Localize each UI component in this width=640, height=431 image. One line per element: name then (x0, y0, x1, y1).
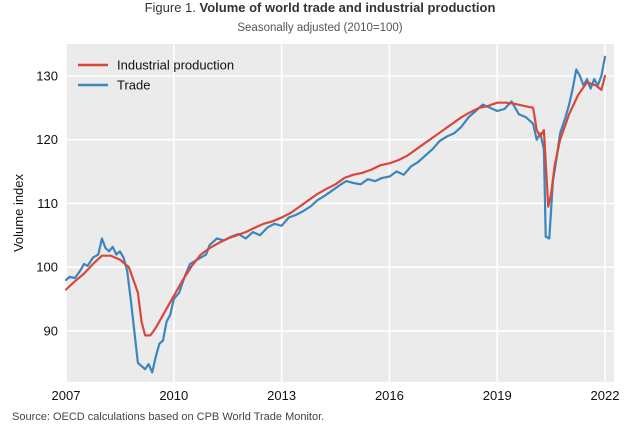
axis-labels: 90 100 110 120 130 2007 2010 2013 2016 2019 2022 Vo… (11, 68, 619, 403)
legend-industrial-label: Industrial production (117, 58, 234, 73)
x-tick-label: 2013 (267, 388, 296, 403)
trade-line (64, 55, 607, 374)
legend-trade-label: Trade (117, 78, 150, 93)
line-chart: 90 100 110 120 130 2007 2010 2013 2016 2019 2022 Vo… (11, 44, 619, 403)
y-tick-label: 110 (37, 196, 58, 211)
y-axis-title: Volume index (11, 173, 26, 252)
figure-title-bold: Volume of world trade and industrial pro… (199, 0, 496, 15)
y-tick-label: 90 (44, 323, 58, 338)
x-tick-label: 2016 (375, 388, 404, 403)
y-tick-label: 120 (36, 132, 58, 147)
chart-title: Figure 1. Volume of world trade and indu… (0, 0, 640, 15)
source-note: Source: OECD calculations based on CPB W… (12, 411, 325, 423)
x-tick-label: 2019 (483, 388, 512, 403)
industrial-production-line (64, 74, 607, 337)
x-tick-label: 2007 (52, 388, 81, 403)
figure-number: Figure 1. (144, 0, 196, 15)
chart-subtitle: Seasonally adjusted (2010=100) (237, 22, 403, 34)
y-tick-label: 100 (36, 260, 58, 275)
grid-lines (65, 44, 614, 382)
x-tick-label: 2022 (591, 388, 620, 403)
y-tick-label: 130 (36, 68, 58, 83)
series-group (64, 55, 607, 374)
x-tick-label: 2010 (159, 388, 188, 403)
legend: Industrial production Trade (78, 58, 234, 93)
